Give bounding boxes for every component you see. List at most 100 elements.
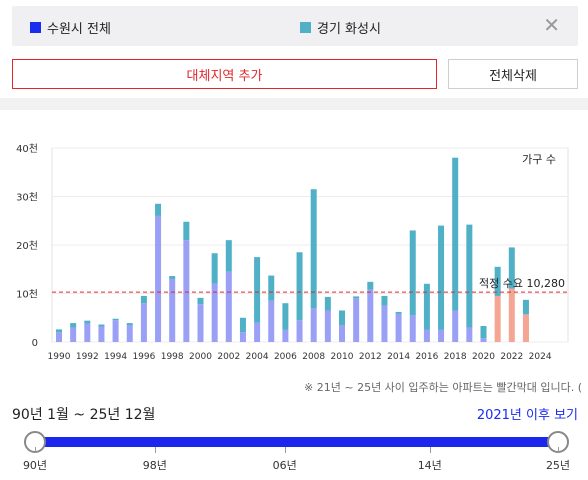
supply-bar-chart: 40천 30천 20천 10천 0 적정 수요 10,280 가구 수 1990 1992 199… bbox=[16, 143, 569, 362]
bar-hwaseong bbox=[494, 266, 501, 296]
slider-tick-mark bbox=[429, 447, 431, 453]
bar-suwon bbox=[183, 240, 190, 342]
bar-suwon bbox=[522, 314, 529, 342]
legend-label-hwaseong: 경기 화성시 bbox=[317, 22, 381, 37]
x-tick-label: 2004 bbox=[246, 352, 269, 362]
bar-suwon bbox=[324, 310, 331, 342]
chart-note: ※ 21년 ~ 25년 사이 입주하는 아파트는 빨간막대 입니다. ( bbox=[304, 381, 582, 394]
slider-track[interactable] bbox=[35, 437, 558, 447]
bar-hwaseong bbox=[508, 247, 515, 289]
bar-suwon bbox=[282, 329, 289, 342]
bar-suwon bbox=[197, 304, 204, 342]
x-tick-label: 1990 bbox=[48, 352, 71, 362]
bar-hwaseong bbox=[98, 324, 105, 327]
bar-suwon bbox=[438, 329, 445, 342]
bar-suwon bbox=[296, 320, 303, 342]
x-tick-label: 1996 bbox=[132, 352, 155, 362]
slider-tick-mark bbox=[558, 447, 559, 453]
bar-suwon bbox=[423, 329, 430, 342]
bar-hwaseong bbox=[381, 295, 388, 306]
bar-suwon bbox=[211, 283, 218, 342]
bar-hwaseong bbox=[282, 303, 289, 330]
legend-item-hwaseong[interactable]: 경기 화성시 bbox=[300, 18, 381, 37]
bar-hwaseong bbox=[268, 275, 275, 301]
y-tick-label: 40천 bbox=[16, 143, 38, 155]
bar-hwaseong bbox=[367, 281, 374, 290]
slider-tick-label: 90년 bbox=[22, 459, 48, 472]
bar-suwon bbox=[480, 338, 487, 342]
close-icon[interactable]: ✕ bbox=[543, 13, 560, 37]
x-tick-label: 1998 bbox=[161, 352, 184, 362]
bar-hwaseong bbox=[254, 257, 261, 323]
reference-line-label: 적정 수요 10,280 bbox=[479, 277, 565, 290]
bar-suwon bbox=[225, 271, 232, 342]
x-tick-label: 2006 bbox=[274, 352, 297, 362]
bar-suwon bbox=[395, 313, 402, 342]
bar-hwaseong bbox=[409, 230, 416, 316]
y-tick-label: 0 bbox=[32, 338, 38, 349]
slider-tick-mark bbox=[284, 447, 286, 453]
bar-suwon bbox=[98, 326, 105, 342]
x-tick-label: 2014 bbox=[387, 352, 410, 362]
bar-hwaseong bbox=[395, 311, 402, 314]
legend-bar: 수원시 전체 경기 화성시 ✕ bbox=[12, 6, 578, 46]
bar-suwon bbox=[126, 325, 133, 342]
x-tick-label: 1992 bbox=[76, 352, 99, 362]
x-tick-label: 2002 bbox=[217, 352, 240, 362]
y-tick-label: 30천 bbox=[16, 192, 38, 204]
bar-suwon bbox=[268, 300, 275, 342]
bar-hwaseong bbox=[197, 297, 204, 305]
after-2021-link[interactable]: 2021년 이후 보기 bbox=[476, 408, 578, 423]
bar-suwon bbox=[494, 295, 501, 342]
bar-hwaseong bbox=[423, 283, 430, 330]
slider-tick-label: 06년 bbox=[272, 459, 297, 472]
bar-suwon bbox=[310, 308, 317, 342]
bar-hwaseong bbox=[183, 221, 190, 241]
legend-swatch-suwon bbox=[30, 22, 41, 33]
x-tick-label: 2022 bbox=[500, 352, 523, 362]
bar-suwon bbox=[70, 327, 77, 342]
bar-hwaseong bbox=[225, 240, 232, 272]
bar-suwon bbox=[367, 289, 374, 342]
slider-tick-mark bbox=[154, 447, 156, 453]
bar-hwaseong bbox=[56, 329, 62, 333]
bar-suwon bbox=[56, 332, 62, 342]
bar-suwon bbox=[112, 320, 119, 342]
bar-hwaseong bbox=[112, 318, 119, 321]
legend-item-suwon[interactable]: 수원시 전체 bbox=[30, 18, 111, 37]
bar-suwon bbox=[254, 322, 261, 342]
bar-hwaseong bbox=[438, 225, 445, 330]
bar-suwon bbox=[466, 327, 473, 342]
bar-hwaseong bbox=[84, 320, 91, 324]
x-tick-label: 2016 bbox=[415, 352, 438, 362]
bar-hwaseong bbox=[126, 323, 133, 326]
bar-hwaseong bbox=[140, 295, 147, 304]
bar-hwaseong bbox=[296, 252, 303, 321]
bar-hwaseong bbox=[70, 323, 77, 328]
bar-hwaseong bbox=[155, 203, 162, 216]
add-region-button[interactable]: 대체지역 추가 bbox=[12, 59, 437, 89]
bar-hwaseong bbox=[169, 276, 176, 279]
bar-suwon bbox=[339, 325, 345, 342]
slider-tick-label: 14년 bbox=[417, 459, 442, 472]
bar-hwaseong bbox=[324, 296, 331, 311]
x-tick-label: 2000 bbox=[189, 352, 212, 362]
slider-tick-label: 25년 bbox=[545, 459, 571, 472]
y-tick-label: 20천 bbox=[16, 240, 38, 252]
slider-tick-mark bbox=[35, 447, 36, 453]
delete-all-button[interactable]: 전체삭제 bbox=[448, 59, 578, 89]
bar-suwon bbox=[508, 288, 515, 342]
bar-suwon bbox=[140, 303, 147, 342]
bar-suwon bbox=[84, 323, 91, 342]
x-tick-label: 2010 bbox=[331, 352, 354, 362]
bar-hwaseong bbox=[452, 157, 459, 311]
bar-hwaseong bbox=[466, 224, 473, 328]
bar-suwon bbox=[239, 332, 246, 342]
bar-hwaseong bbox=[339, 310, 345, 326]
unit-label: 가구 수 bbox=[522, 153, 556, 166]
bar-suwon bbox=[409, 315, 416, 342]
bar-suwon bbox=[353, 298, 360, 342]
bar-suwon bbox=[452, 310, 459, 342]
x-tick-label: 2008 bbox=[302, 352, 325, 362]
x-tick-label: 1994 bbox=[104, 352, 127, 362]
